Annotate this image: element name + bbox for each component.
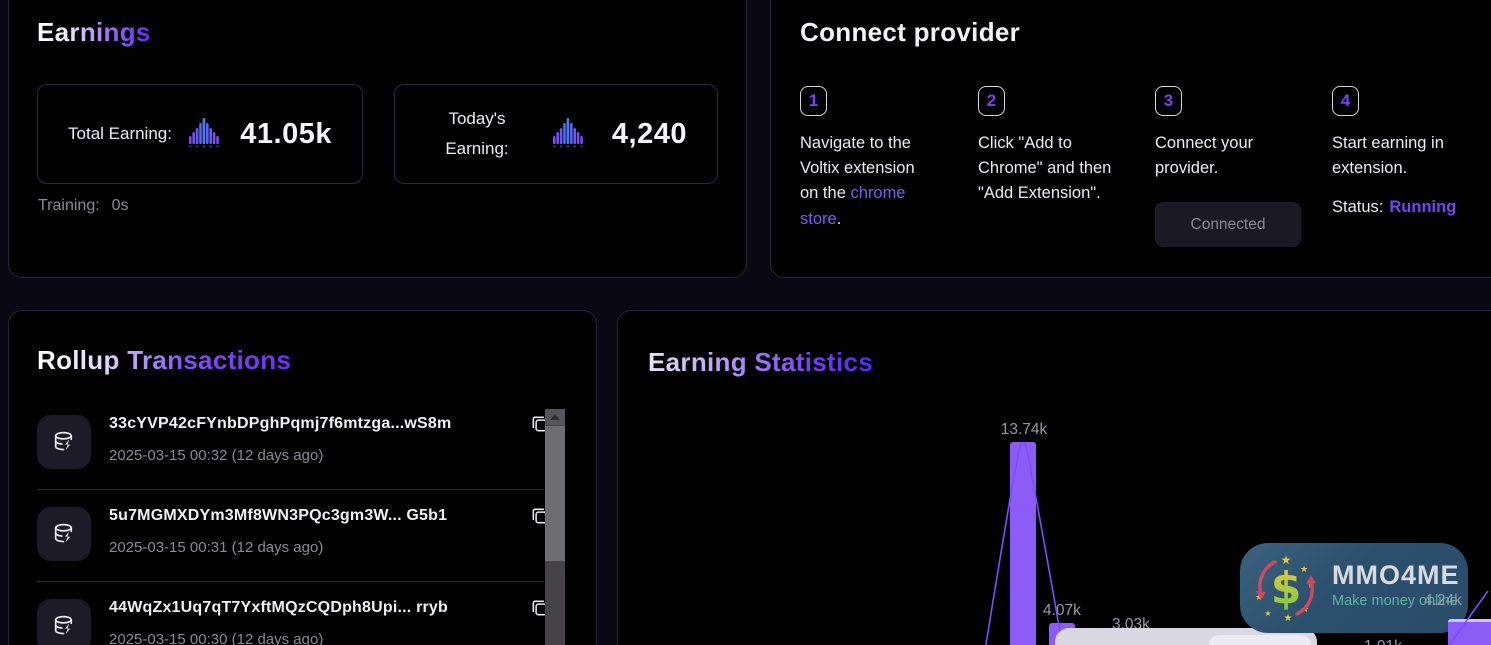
transaction-hash: 33cYVP42cFYnbDPghPqmj7f6mtzga...wS8m: [109, 415, 452, 432]
training-value: 0s: [111, 197, 129, 214]
connect-provider-panel: Connect provider 1 Navigate to the Volti…: [770, 0, 1491, 278]
chrome-store-link[interactable]: chrome store: [800, 184, 906, 228]
mmo4me-watermark: ★ ★ ★ ★ ★ ★ ★ $ MMO4ME Make money online: [1240, 543, 1468, 633]
today-earning-label: Today's Earning:: [445, 109, 509, 158]
today-earning-value: 4,240: [611, 117, 687, 150]
row-divider: [37, 489, 544, 490]
status-label: Status:: [1332, 198, 1384, 217]
step-text: Connect your provider.: [1155, 134, 1254, 178]
chart-value-label: 4.07k: [1043, 602, 1081, 619]
transaction-row[interactable]: 33cYVP42cFYnbDPghPqmj7f6mtzga...wS8m 202…: [9, 407, 596, 487]
chart-value-label: 1.01k: [1364, 638, 1402, 645]
training-label: Training:: [38, 197, 100, 214]
chart-value-label: 13.74k: [1000, 421, 1048, 438]
database-bolt-icon: [37, 415, 91, 469]
transaction-date: 2025-03-15 00:30 (12 days ago): [109, 631, 324, 645]
transaction-row[interactable]: 44WqZx1Uq7qT7YxftMQzCQDph8Upi... rryb 20…: [9, 591, 596, 645]
step-number-badge: 4: [1332, 86, 1359, 116]
extension-status: Status: Running: [1332, 198, 1484, 217]
step-text-suffix: .: [836, 209, 842, 228]
connected-button[interactable]: Connected: [1155, 202, 1301, 248]
connect-step-1: 1 Navigate to the Voltix extension on th…: [800, 86, 934, 232]
rollup-transactions-title: Rollup Transactions: [37, 345, 292, 375]
status-value: Running: [1389, 198, 1457, 217]
chart-bar[interactable]: [1448, 619, 1491, 645]
earnings-title: Earnings: [37, 17, 151, 47]
earnings-panel: Earnings Total Earning:: [8, 0, 747, 278]
chart-value-label: 4.24k: [1424, 592, 1462, 609]
connect-step-2: 2 Click "Add to Chrome" and then "Add Ex…: [978, 86, 1134, 207]
step-number-badge: 1: [800, 86, 827, 116]
chart-tooltip-segment: [1209, 635, 1311, 645]
step-text: Navigate to the Voltix extension on the …: [800, 131, 934, 232]
today-earning-card: Today's Earning:: [394, 84, 718, 184]
chart-line: [1448, 590, 1489, 645]
transaction-row[interactable]: 5u7MGMXDYm3Mf8WN3PQc3gm3W... G5b1 2025-0…: [9, 499, 596, 579]
watermark-name: MMO4ME: [1332, 560, 1460, 590]
svg-text:★: ★: [1255, 592, 1263, 602]
svg-text:★: ★: [1264, 609, 1271, 618]
database-bolt-icon: [37, 507, 91, 561]
transaction-date: 2025-03-15 00:32 (12 days ago): [109, 447, 324, 464]
rollup-transactions-panel: Rollup Transactions 33cYVP42cFYnbDPghPqm…: [8, 310, 597, 645]
database-bolt-icon: [37, 599, 91, 645]
step-text: Click "Add to Chrome" and then "Add Exte…: [978, 134, 1112, 203]
spectrum-icon: [550, 114, 590, 155]
connect-provider-title: Connect provider: [800, 17, 1021, 47]
step-text: Start earning in extension.: [1332, 134, 1444, 178]
svg-text:★: ★: [1300, 564, 1308, 574]
transactions-scrollbar[interactable]: [545, 409, 565, 645]
transaction-hash: 5u7MGMXDYm3Mf8WN3PQc3gm3W... G5b1: [109, 507, 448, 524]
svg-text:★: ★: [1284, 613, 1293, 624]
chart-line: [985, 442, 1064, 645]
training-status: Training: 0s: [38, 197, 129, 215]
total-earning-card: Total Earning:: [37, 84, 363, 184]
svg-text:$: $: [1271, 563, 1302, 614]
scrollbar-thumb[interactable]: [545, 426, 565, 561]
connect-step-3: 3 Connect your provider. Connected: [1155, 86, 1305, 248]
total-earning-value: 41.05k: [240, 117, 332, 150]
transaction-hash: 44WqZx1Uq7qT7YxftMQzCQDph8Upi... rryb: [109, 599, 448, 616]
chart-tooltip: [1055, 628, 1317, 645]
watermark-tagline: Make money online: [1332, 593, 1458, 609]
step-text-part: Navigate to the Voltix extension on the: [800, 134, 915, 203]
step-number-badge: 3: [1155, 86, 1182, 116]
spectrum-icon: [186, 114, 226, 155]
earning-statistics-title: Earning Statistics: [648, 347, 874, 377]
step-number-badge: 2: [978, 86, 1005, 116]
connect-step-4: 4 Start earning in extension. Status: Run…: [1332, 86, 1484, 217]
dollar-stars-icon: ★ ★ ★ ★ ★ ★ ★ $: [1248, 550, 1324, 631]
total-earning-label: Total Earning:: [68, 124, 172, 144]
svg-text:★: ★: [1281, 553, 1292, 567]
scroll-up-icon[interactable]: [545, 409, 565, 425]
transaction-date: 2025-03-15 00:31 (12 days ago): [109, 539, 324, 556]
row-divider: [37, 581, 544, 582]
